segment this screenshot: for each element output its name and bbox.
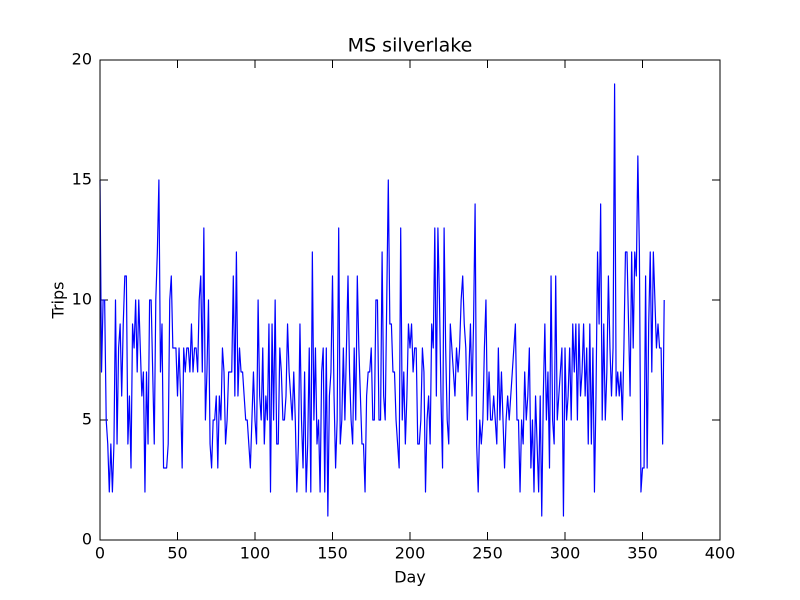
plot-frame <box>99 59 721 541</box>
x-tick-label: 50 <box>167 544 187 563</box>
y-tick-label: 10 <box>72 290 92 309</box>
y-tick-label: 5 <box>82 410 92 429</box>
y-tick-label: 15 <box>72 170 92 189</box>
y-tick-label: 0 <box>82 530 92 549</box>
x-tick-label: 300 <box>550 544 581 563</box>
x-tick-label: 250 <box>472 544 503 563</box>
x-tick-label: 150 <box>317 544 348 563</box>
y-tick-label: 20 <box>72 50 92 69</box>
y-axis-label: Trips <box>49 282 68 320</box>
x-tick-label: 0 <box>95 544 105 563</box>
data-line <box>99 83 665 517</box>
x-tick-label: 400 <box>705 544 736 563</box>
x-tick-label: 100 <box>240 544 271 563</box>
x-tick-label: 350 <box>627 544 658 563</box>
x-tick-label: 200 <box>395 544 426 563</box>
x-axis-label: Day <box>394 568 426 587</box>
chart-title: MS silverlake <box>348 35 473 57</box>
